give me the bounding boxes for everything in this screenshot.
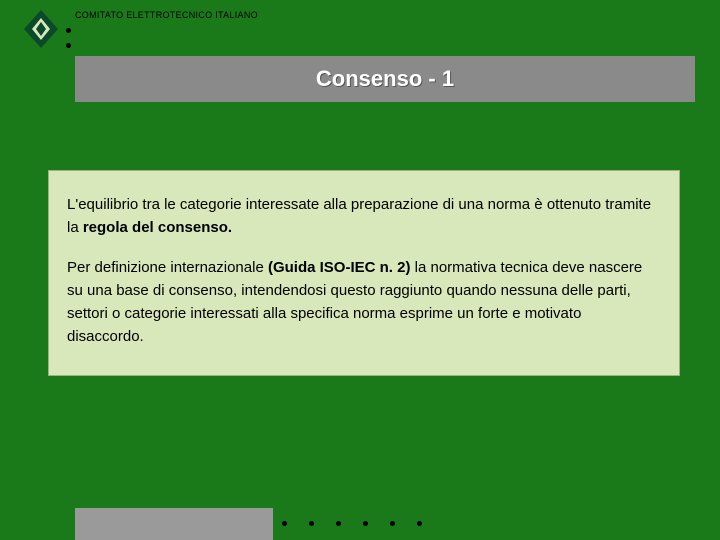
org-name: COMITATO ELETTROTECNICO ITALIANO bbox=[75, 10, 258, 20]
decorative-bullets-bottom bbox=[282, 521, 422, 526]
org-logo bbox=[20, 8, 62, 50]
paragraph-1: L'equilibrio tra le categorie interessat… bbox=[67, 193, 661, 240]
paragraph-2: Per definizione internazionale (Guida IS… bbox=[67, 256, 661, 349]
footer-bar bbox=[75, 508, 273, 540]
slide-title: Consenso - 1 bbox=[316, 66, 454, 92]
p1-bold: regola del consenso. bbox=[83, 219, 232, 236]
content-box: L'equilibrio tra le categorie interessat… bbox=[48, 170, 680, 376]
p2-bold: (Guida ISO-IEC n. 2) bbox=[268, 259, 411, 276]
decorative-bullets-top bbox=[66, 28, 71, 58]
p2-text-a: Per definizione internazionale bbox=[67, 259, 268, 276]
title-bar: Consenso - 1 bbox=[75, 56, 695, 102]
